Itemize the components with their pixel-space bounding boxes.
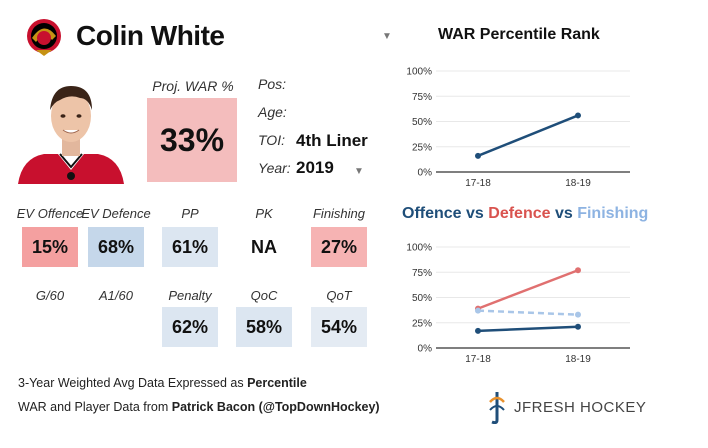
stat-value-qoc: 58% <box>236 307 292 347</box>
ovd-point-offence <box>575 323 581 330</box>
war-ytick-label: 0% <box>418 168 433 179</box>
brand-text: JFRESH HOCKEY <box>514 398 647 416</box>
war-ytick-label: 75% <box>412 92 432 103</box>
stat-value-ev-offence: 15% <box>22 227 78 267</box>
ovd-title-part: Offence <box>402 205 462 222</box>
year-dropdown-chevron-icon[interactable]: ▼ <box>354 166 364 177</box>
proj-war-value: 33% <box>147 98 237 182</box>
stat-value-pk: NA <box>236 227 292 267</box>
year-select[interactable]: 2019 <box>296 158 334 177</box>
ovd-point-finishing <box>575 311 581 318</box>
footer-source-prefix: WAR and Player Data from <box>18 400 172 414</box>
stat-label-qoc: QoC <box>250 288 278 303</box>
ovd-ytick-label: 25% <box>412 318 432 329</box>
stat-label-pp: PP <box>181 206 199 221</box>
stat-label-qot: QoT <box>326 288 352 303</box>
brand-logo: JFRESH HOCKEY <box>486 390 646 424</box>
ovd-xtick-label: 18-19 <box>565 354 591 365</box>
ovd-xtick-label: 17-18 <box>465 354 491 365</box>
stat-label-ev-defence: EV Defence <box>81 206 151 221</box>
age-label: Age: <box>258 104 287 120</box>
war-xtick-label: 18-19 <box>565 178 591 189</box>
stat-label-ev-offence: EV Offence <box>16 206 84 221</box>
stat-value-pp: 61% <box>162 227 218 267</box>
ovd-title-part: vs <box>461 205 489 222</box>
stat-label-a1-60: A1/60 <box>99 288 133 303</box>
player-photo <box>14 70 128 184</box>
ovd-point-defence <box>575 267 581 274</box>
ovd-title-part: vs <box>550 205 578 222</box>
ovd-ytick-label: 0% <box>418 344 433 355</box>
ovd-ytick-label: 75% <box>412 268 432 279</box>
offence-defence-finishing-chart: 0% 25% 50% 75% 100% 17-18 18-19 <box>406 243 630 365</box>
war-point-war <box>575 112 581 119</box>
ovd-series-line-finishing <box>477 309 579 316</box>
footer-note-prefix: 3-Year Weighted Avg Data Expressed as <box>18 376 248 390</box>
footer-source-bold: Patrick Bacon (@TopDownHockey) <box>171 400 380 414</box>
ovd-title-part: Defence <box>488 205 551 222</box>
team-logo <box>24 16 64 58</box>
footer-note-source: WAR and Player Data from Patrick Bacon (… <box>18 400 380 414</box>
war-xtick-label: 17-18 <box>465 178 491 189</box>
ovd-ytick-label: 100% <box>406 243 432 254</box>
war-percentile-chart: 0% 25% 50% 75% 100% 17-18 18-19 <box>406 67 630 189</box>
stat-value-penalty: 62% <box>162 307 218 347</box>
ovd-ytick-label: 50% <box>412 293 432 304</box>
ovd-title-part: Finishing <box>577 205 649 222</box>
stat-value-finishing: 27% <box>311 227 367 267</box>
footer-note-percentile: 3-Year Weighted Avg Data Expressed as Pe… <box>18 376 307 390</box>
ovd-point-finishing <box>475 307 481 314</box>
player-name: Colin White <box>76 20 225 51</box>
war-ytick-label: 25% <box>412 142 432 153</box>
war-ytick-label: 50% <box>412 117 432 128</box>
ovd-point-offence <box>475 327 481 334</box>
ovd-series-line-offence <box>477 325 579 333</box>
stat-value-qot: 54% <box>311 307 367 347</box>
war-series-line-war <box>477 114 579 157</box>
player-dropdown-chevron-icon[interactable]: ▼ <box>382 31 392 42</box>
toi-label: TOI: <box>258 132 285 148</box>
stat-label-penalty: Penalty <box>168 288 212 303</box>
stat-label-pk: PK <box>255 206 273 221</box>
brand-icon <box>489 392 505 424</box>
proj-war-label: Proj. WAR % <box>152 78 234 94</box>
pos-label: Pos: <box>258 76 287 92</box>
stat-label-g-60: G/60 <box>35 288 65 303</box>
ovd-series-line-defence <box>477 269 579 310</box>
ovd-chart-title: Offence vs Defence vs Finishing <box>402 205 648 223</box>
war-chart-title: WAR Percentile Rank <box>438 26 600 43</box>
stat-label-finishing: Finishing <box>312 206 366 221</box>
war-ytick-label: 100% <box>406 67 432 78</box>
year-label: Year: <box>258 160 291 176</box>
toi-value: 4th Liner <box>296 131 368 150</box>
war-point-war <box>475 152 481 159</box>
stat-value-ev-defence: 68% <box>88 227 144 267</box>
footer-note-bold: Percentile <box>247 376 307 390</box>
